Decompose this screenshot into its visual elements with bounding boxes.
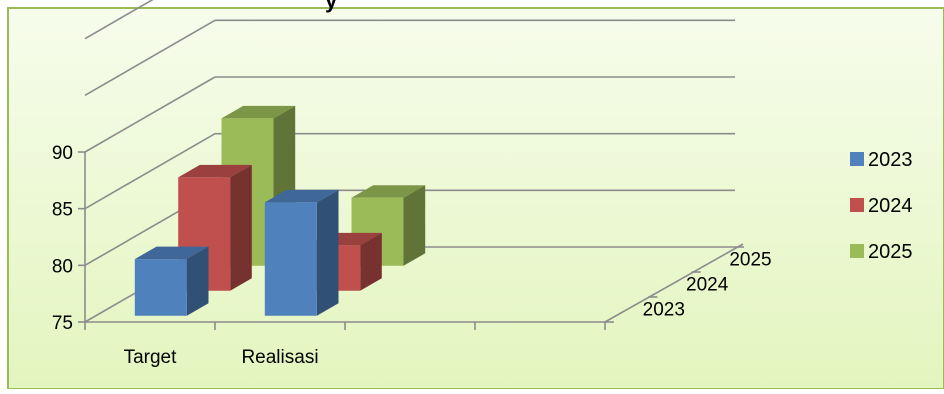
bar-top <box>178 164 252 178</box>
depth-tick-label: 2023 <box>643 300 685 321</box>
depth-axis-line <box>604 243 744 323</box>
bar-top <box>264 189 339 203</box>
gridline-side <box>84 76 216 153</box>
chart-background <box>7 7 944 390</box>
bar-top <box>134 246 209 260</box>
legend-label: 2023 <box>868 149 913 171</box>
depth-tick-label: 2024 <box>686 275 729 296</box>
chart-title-fragment: y <box>325 0 338 13</box>
bar-side <box>230 164 252 291</box>
gridline-side <box>84 19 216 97</box>
gridline-side <box>84 132 216 210</box>
bar-side <box>186 246 209 316</box>
bar-top <box>221 105 296 119</box>
bar-front <box>134 259 187 316</box>
gridline-side <box>84 0 154 40</box>
bar-side <box>316 189 339 316</box>
bar-top <box>351 185 426 198</box>
y-tick-label: 80 <box>52 256 73 277</box>
bar-2023-Target <box>134 246 209 316</box>
bar-side <box>403 185 426 266</box>
bar-side <box>360 232 382 291</box>
legend-swatch <box>850 244 864 258</box>
legend-swatch <box>850 198 864 212</box>
bars-layer <box>134 105 426 316</box>
x-tick-label: Realisasi <box>241 347 318 368</box>
y-tick-label: 85 <box>52 200 73 221</box>
y-tick-label: 90 <box>52 143 73 164</box>
legend-label: 2025 <box>868 241 913 263</box>
legend: 2023 2024 2025 <box>850 149 913 263</box>
bar-front <box>264 202 317 316</box>
depth-tick-label: 2025 <box>729 250 771 271</box>
legend-swatch <box>850 152 864 166</box>
x-tick-label: Target <box>124 347 178 368</box>
y-tick-label: 75 <box>52 313 73 334</box>
legend-label: 2024 <box>868 195 913 217</box>
bar-2023-Realisasi <box>264 189 339 316</box>
